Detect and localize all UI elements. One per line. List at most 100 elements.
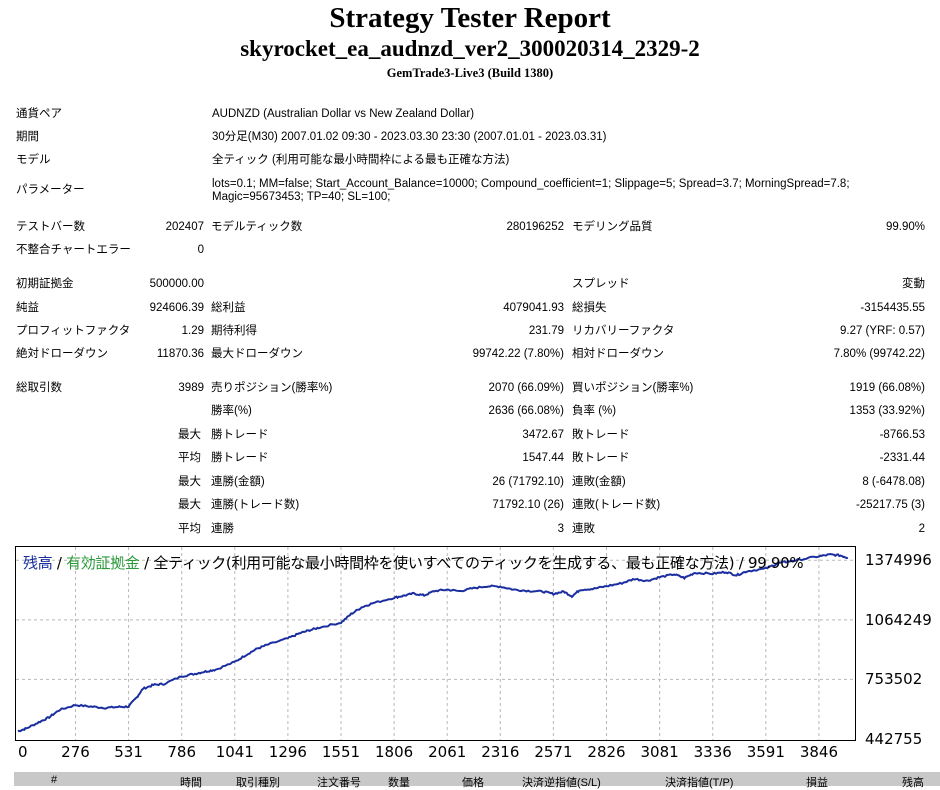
x-tick-label: 3591 xyxy=(746,743,785,761)
average-consecutive-losses-label: 連敗 xyxy=(572,523,595,535)
relative-drawdown-label: 相対ドローダウン xyxy=(572,348,664,360)
win-rate-label: 勝率(%) xyxy=(211,405,252,417)
server-build: GemTrade3-Live3 (Build 1380) xyxy=(386,66,554,80)
max-consecutive-wins-value: 26 (71792.10) xyxy=(492,476,564,488)
deposit-value: 500000.00 xyxy=(149,278,204,290)
expected-payoff-value: 231.79 xyxy=(528,325,564,337)
max-consecutive-prefix: 最大 xyxy=(178,476,201,488)
legend-separator: / xyxy=(52,554,67,572)
x-tick-label: 3081 xyxy=(640,743,679,761)
x-tick-label: 2571 xyxy=(534,743,573,761)
x-tick-label: 1296 xyxy=(268,743,307,761)
col-number: # xyxy=(51,774,58,786)
largest-loss-label: 敗トレード xyxy=(572,429,630,441)
short-positions-label: 売りポジション(勝率%) xyxy=(211,382,333,394)
x-tick-label: 2061 xyxy=(428,743,467,761)
net-profit-value: 924606.39 xyxy=(149,302,204,314)
gross-profit-value: 4079041.93 xyxy=(503,302,564,314)
legend-balance: 残高 xyxy=(23,554,53,572)
spread-label: スプレッド xyxy=(572,278,630,290)
long-positions-label: 買いポジション(勝率%) xyxy=(572,382,694,394)
max-consecutive-amount-prefix: 最大 xyxy=(178,499,201,511)
mismatch-value: 0 xyxy=(197,244,204,256)
absolute-drawdown-label: 絶対ドローダウン xyxy=(16,348,108,360)
period-value: 30分足(M30) 2007.01.02 09:30 - 2023.03.30 … xyxy=(212,131,607,143)
max-consecutive-losses-label: 連敗(金額) xyxy=(572,476,626,488)
trades-table-header: # 時間 取引種別 注文番号 数量 価格 決済逆指値(S/L) 決済指値(T/P… xyxy=(14,772,940,789)
params-line2: Magic=95673453; TP=40; SL=100; xyxy=(212,191,391,203)
total-trades-value: 3989 xyxy=(178,382,204,394)
col-balance: 残高 xyxy=(902,777,924,789)
x-tick-label: 0 xyxy=(18,743,28,761)
gross-profit-label: 総利益 xyxy=(211,302,246,314)
x-tick-label: 3846 xyxy=(799,743,839,761)
deposit-label: 初期証拠金 xyxy=(16,278,74,290)
average-consecutive-wins-value: 3 xyxy=(557,523,564,535)
bars-value: 202407 xyxy=(165,221,204,233)
win-rate-value: 2636 (66.08%) xyxy=(488,405,564,417)
x-tick-label: 1806 xyxy=(375,743,414,761)
x-tick-label: 2826 xyxy=(587,743,626,761)
recovery-factor-label: リカバリーファクタ xyxy=(572,325,675,337)
mismatch-label: 不整合チャートエラー xyxy=(16,244,131,256)
max-consecutive-profit-value: 71792.10 (26) xyxy=(492,499,564,511)
y-tick-label: 442755 xyxy=(865,730,923,748)
symbol-label: 通貨ペア xyxy=(16,108,62,120)
symbol-value: AUDNZD (Australian Dollar vs New Zealand… xyxy=(212,108,475,120)
x-tick-label: 276 xyxy=(61,743,90,761)
average-loss-label: 敗トレード xyxy=(572,452,630,464)
col-profit: 損益 xyxy=(806,777,828,789)
col-order: 注文番号 xyxy=(317,777,361,789)
average-consecutive-prefix: 平均 xyxy=(178,523,201,535)
average-win-label: 勝トレード xyxy=(211,452,269,464)
chart-legend: 残高 / 有効証拠金 / 全ティック(利用可能な最小時間枠を使いすべてのティック… xyxy=(23,552,804,573)
ticks-value: 280196252 xyxy=(506,221,564,233)
average-win-value: 1547.44 xyxy=(522,452,564,464)
average-consecutive-losses-value: 2 xyxy=(918,523,925,535)
average-prefix: 平均 xyxy=(178,452,201,464)
y-tick-label: 1064249 xyxy=(865,610,932,629)
quality-label: モデリング品質 xyxy=(572,221,653,233)
gross-loss-label: 総損失 xyxy=(572,302,607,314)
max-consecutive-profit-label: 連勝(トレード数) xyxy=(211,499,300,511)
x-tick-label: 786 xyxy=(167,743,196,761)
largest-prefix: 最大 xyxy=(178,429,201,441)
loss-rate-label: 負率 (%) xyxy=(572,405,617,417)
average-loss-value: -2331.44 xyxy=(879,452,925,464)
y-tick-label: 753502 xyxy=(865,670,923,689)
expert-name: skyrocket_ea_audnzd_ver2_300020314_2329-… xyxy=(240,36,700,61)
params-label: パラメーター xyxy=(16,184,85,196)
y-tick-label: 1374996 xyxy=(865,551,932,570)
gross-loss-value: -3154435.55 xyxy=(860,302,925,314)
max-consecutive-wins-label: 連勝(金額) xyxy=(211,476,265,488)
legend-description: / 全ティック(利用可能な最小時間枠を使いすべてのティックを生成する、最も正確な… xyxy=(139,554,804,572)
x-tick-label: 531 xyxy=(114,743,143,761)
max-consecutive-loss-label: 連敗(トレード数) xyxy=(572,499,661,511)
largest-win-value: 3472.67 xyxy=(522,429,564,441)
col-size: 数量 xyxy=(388,777,410,789)
x-tick-label: 1551 xyxy=(321,743,361,761)
expected-payoff-label: 期待利得 xyxy=(211,325,257,337)
total-trades-label: 総取引数 xyxy=(16,382,62,394)
absolute-drawdown-value: 11870.36 xyxy=(156,348,204,360)
quality-value: 99.90% xyxy=(885,221,925,233)
x-tick-label: 1041 xyxy=(215,743,254,761)
recovery-factor-value: 9.27 (YRF: 0.57) xyxy=(839,325,925,337)
col-time: 時間 xyxy=(180,777,202,789)
legend-equity: 有効証拠金 xyxy=(66,554,140,572)
col-type: 取引種別 xyxy=(236,777,280,789)
net-profit-label: 純益 xyxy=(16,302,39,314)
loss-rate-value: 1353 (33.92%) xyxy=(849,405,925,417)
col-price: 価格 xyxy=(462,777,484,789)
period-label: 期間 xyxy=(16,131,39,143)
col-sl: 決済逆指値(S/L) xyxy=(522,777,601,789)
balance-chart xyxy=(15,546,856,741)
report-title: Strategy Tester Report xyxy=(329,2,611,34)
largest-win-label: 勝トレード xyxy=(211,429,269,441)
short-positions-value: 2070 (66.09%) xyxy=(488,382,564,394)
max-consecutive-losses-value: 8 (-6478.08) xyxy=(862,476,925,488)
maximal-drawdown-value: 99742.22 (7.80%) xyxy=(472,348,564,360)
max-consecutive-loss-value: -25217.75 (3) xyxy=(855,499,925,511)
average-consecutive-wins-label: 連勝 xyxy=(211,523,234,535)
profit-factor-value: 1.29 xyxy=(181,325,204,337)
